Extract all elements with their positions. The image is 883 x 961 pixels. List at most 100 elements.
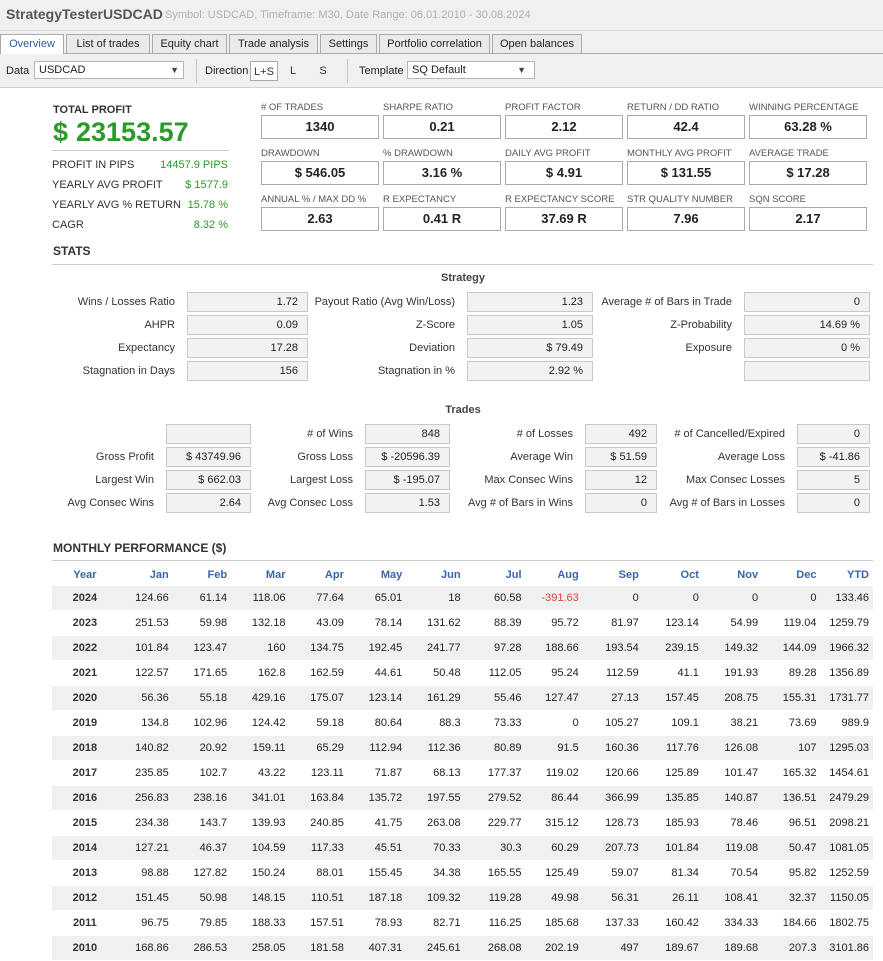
table-cell: 26.11 — [642, 885, 703, 911]
tab-bar: Overview List of trades Equity chart Tra… — [0, 31, 883, 54]
summary-row-label: PROFIT IN PIPS — [52, 159, 135, 171]
summary-row-value: 8.32 % — [193, 219, 228, 231]
table-cell: 1356.89 — [820, 660, 873, 686]
column-header[interactable]: Aug — [557, 569, 579, 581]
tab-portfolio-correlation[interactable]: Portfolio correlation — [379, 34, 490, 53]
metric-card: ANNUAL % / MAX DD % 2.63 — [261, 194, 379, 231]
metric-value: $ 131.55 — [627, 161, 745, 185]
table-cell: 137.33 — [582, 910, 643, 936]
stat-label: Deviation — [409, 342, 455, 354]
monthly-performance-table: Year Jan Feb Mar Apr May Jun Jul Aug Sep Oct Nov Dec… — [52, 564, 873, 961]
table-cell: 34.38 — [406, 860, 465, 886]
table-cell: 134.8 — [117, 710, 173, 736]
stat-label: Avg Consec Wins — [67, 497, 154, 509]
table-cell: 54.99 — [702, 610, 763, 636]
stat-label: Stagnation in % — [377, 365, 455, 377]
stat-label: Stagnation in Days — [82, 365, 175, 377]
metric-card: MONTHLY AVG PROFIT $ 131.55 — [627, 148, 745, 185]
tab-trade-analysis[interactable]: Trade analysis — [229, 34, 318, 53]
column-header[interactable]: Jul — [505, 569, 522, 581]
table-row: 2016 256.83 238.16 341.01 163.84 135.72 197.55… — [52, 785, 873, 811]
stat-label: Gross Loss — [297, 451, 353, 463]
table-cell: 43.09 — [289, 610, 348, 636]
tab-settings[interactable]: Settings — [320, 34, 377, 53]
data-label: Data — [6, 65, 30, 77]
table-cell: 18 — [406, 586, 465, 611]
table-cell: 286.53 — [172, 935, 232, 961]
table-cell: 43.22 — [231, 760, 290, 786]
table-cell: 81.97 — [582, 610, 643, 636]
table-cell: 110.51 — [289, 885, 348, 911]
table-cell: 70.33 — [406, 835, 465, 861]
column-header[interactable]: May — [380, 569, 403, 581]
table-cell: 0 — [525, 710, 583, 736]
year-cell: 2016 — [52, 785, 118, 811]
table-cell: 61.14 — [172, 586, 232, 611]
metric-value: 2.12 — [505, 115, 623, 139]
column-header[interactable]: Feb — [207, 569, 228, 581]
table-cell: 98.88 — [117, 860, 173, 886]
table-row: 2014 127.21 46.37 104.59 117.33 45.51 70.33 30.… — [52, 835, 873, 861]
column-header[interactable]: Dec — [796, 569, 817, 581]
tab-overview[interactable]: Overview — [0, 34, 64, 54]
column-header[interactable]: Nov — [737, 569, 759, 581]
table-cell: 123.47 — [172, 635, 232, 661]
divider — [347, 59, 348, 83]
table-cell: 112.59 — [582, 660, 643, 686]
stat-value: 1.23 — [467, 292, 593, 312]
metric-value: 0.21 — [383, 115, 501, 139]
metric-card: SQN SCORE 2.17 — [749, 194, 867, 231]
table-cell: 122.57 — [117, 660, 173, 686]
stat-label: Average Loss — [717, 451, 785, 463]
template-label: Template — [359, 65, 404, 77]
chevron-down-icon: ▼ — [170, 65, 179, 75]
year-cell: 2023 — [52, 610, 118, 636]
table-cell: 112.94 — [347, 735, 407, 761]
table-cell: 80.64 — [347, 710, 407, 736]
table-cell: 60.58 — [464, 586, 526, 611]
tab-equity-chart[interactable]: Equity chart — [152, 34, 227, 53]
table-cell: 95.72 — [525, 610, 583, 636]
table-cell: 241.77 — [406, 635, 465, 661]
summary-row-label: YEARLY AVG PROFIT — [52, 179, 163, 191]
direction-long-button[interactable]: L — [289, 65, 297, 77]
direction-label: Direction — [205, 65, 249, 77]
table-row: 2019 134.8 102.96 124.42 59.18 80.64 88.3 73.33… — [52, 710, 873, 736]
stat-value: 0 — [797, 493, 870, 513]
column-header[interactable]: Year — [73, 569, 97, 581]
stat-label: Largest Win — [95, 474, 154, 486]
column-header[interactable]: Jan — [149, 569, 169, 581]
column-header[interactable]: Sep — [618, 569, 639, 581]
table-cell: 112.36 — [406, 735, 465, 761]
stat-label: Average Win — [510, 451, 573, 463]
toolbar: Data USDCAD ▼ Direction L+S L S Template… — [0, 54, 883, 88]
data-select[interactable]: USDCAD ▼ — [34, 61, 184, 79]
direction-short-button[interactable]: S — [319, 65, 327, 77]
tab-list-of-trades[interactable]: List of trades — [66, 34, 150, 53]
direction-ls-button[interactable]: L+S — [250, 61, 278, 81]
table-row: 2022 101.84 123.47 160 134.75 192.45 241.77 97.… — [52, 635, 873, 661]
table-cell: 263.08 — [406, 810, 465, 836]
tab-open-balances[interactable]: Open balances — [492, 34, 582, 53]
column-header[interactable]: Jun — [441, 569, 461, 581]
table-cell: 59.98 — [172, 610, 232, 636]
column-header[interactable]: Apr — [324, 569, 344, 581]
stat-label: Max Consec Wins — [484, 474, 573, 486]
table-cell: 109.32 — [406, 885, 465, 911]
table-cell: 207.73 — [582, 835, 643, 861]
metric-label: STR QUALITY NUMBER — [627, 194, 733, 205]
monthly-title: MONTHLY PERFORMANCE ($) — [53, 541, 227, 555]
summary-row-value: $ 1577.9 — [185, 179, 228, 191]
column-header[interactable]: Mar — [265, 569, 286, 581]
column-header[interactable]: YTD — [847, 569, 869, 581]
table-cell: 41.75 — [347, 810, 407, 836]
year-cell: 2020 — [52, 685, 118, 711]
table-cell: 108.41 — [702, 885, 763, 911]
template-select[interactable]: SQ Default ▼ — [407, 61, 535, 79]
column-header[interactable]: Oct — [680, 569, 699, 581]
table-cell: 140.82 — [117, 735, 173, 761]
table-cell: 135.85 — [642, 785, 703, 811]
stat-value: 5 — [797, 470, 870, 490]
table-cell: 20.92 — [172, 735, 232, 761]
table-cell: 148.15 — [231, 885, 290, 911]
